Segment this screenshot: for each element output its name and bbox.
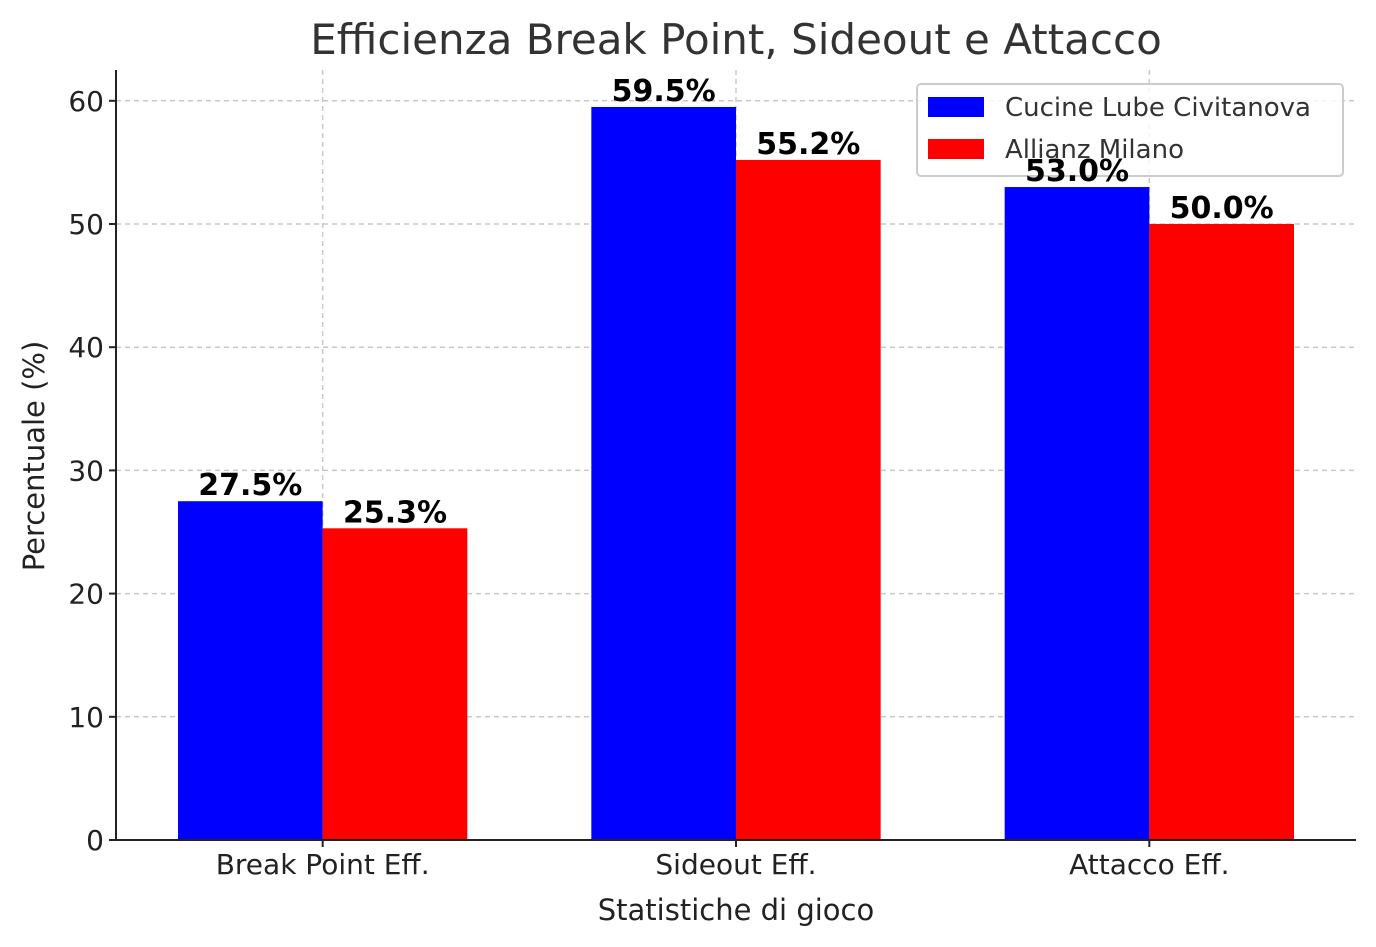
bar bbox=[736, 159, 881, 840]
bars-layer bbox=[178, 106, 1294, 841]
legend-swatch bbox=[928, 139, 984, 159]
bar-data-label: 55.2% bbox=[756, 127, 860, 162]
x-tick-label: Sideout Eff. bbox=[655, 848, 816, 881]
bar-data-label: 50.0% bbox=[1170, 191, 1274, 226]
y-tick-label: 20 bbox=[68, 578, 104, 611]
x-tick-label: Attacco Eff. bbox=[1069, 848, 1229, 881]
y-axis-label: Percentuale (%) bbox=[17, 341, 51, 572]
axes-layer: 0 10 20 30 40 50 60 Break Point Eff. Sideout Eff… bbox=[68, 70, 1356, 881]
bar bbox=[322, 528, 468, 840]
bar bbox=[1004, 187, 1150, 841]
bar-data-label: 53.0% bbox=[1025, 154, 1129, 189]
y-tick-label: 40 bbox=[68, 331, 104, 364]
chart-title: Efficienza Break Point, Sideout e Attacc… bbox=[310, 15, 1162, 64]
y-tick-label: 50 bbox=[68, 208, 104, 241]
bar bbox=[591, 106, 736, 840]
legend-label: Cucine Lube Civitanova bbox=[1005, 93, 1311, 123]
y-tick-label: 0 bbox=[86, 824, 104, 857]
x-axis-label: Statistiche di gioco bbox=[598, 893, 874, 927]
y-tick-label: 30 bbox=[68, 454, 104, 487]
legend-box bbox=[916, 83, 1344, 177]
bar-data-label: 27.5% bbox=[198, 468, 302, 503]
bar-data-label: 59.5% bbox=[612, 74, 716, 109]
legend-label: Allianz Milano bbox=[1005, 135, 1184, 165]
data-labels-layer: 27.5% 59.5% 53.0% 25.3% 55.2% 50.0% bbox=[198, 74, 1273, 530]
y-tick-label: 60 bbox=[68, 85, 104, 118]
y-tick-label: 10 bbox=[68, 701, 104, 734]
x-tick-label: Break Point Eff. bbox=[216, 848, 430, 881]
bar-data-label: 25.3% bbox=[343, 495, 447, 530]
bar bbox=[1149, 224, 1294, 840]
bar bbox=[178, 501, 323, 840]
legend: Cucine Lube Civitanova Allianz Milano bbox=[916, 83, 1344, 177]
legend-swatch bbox=[928, 97, 984, 117]
